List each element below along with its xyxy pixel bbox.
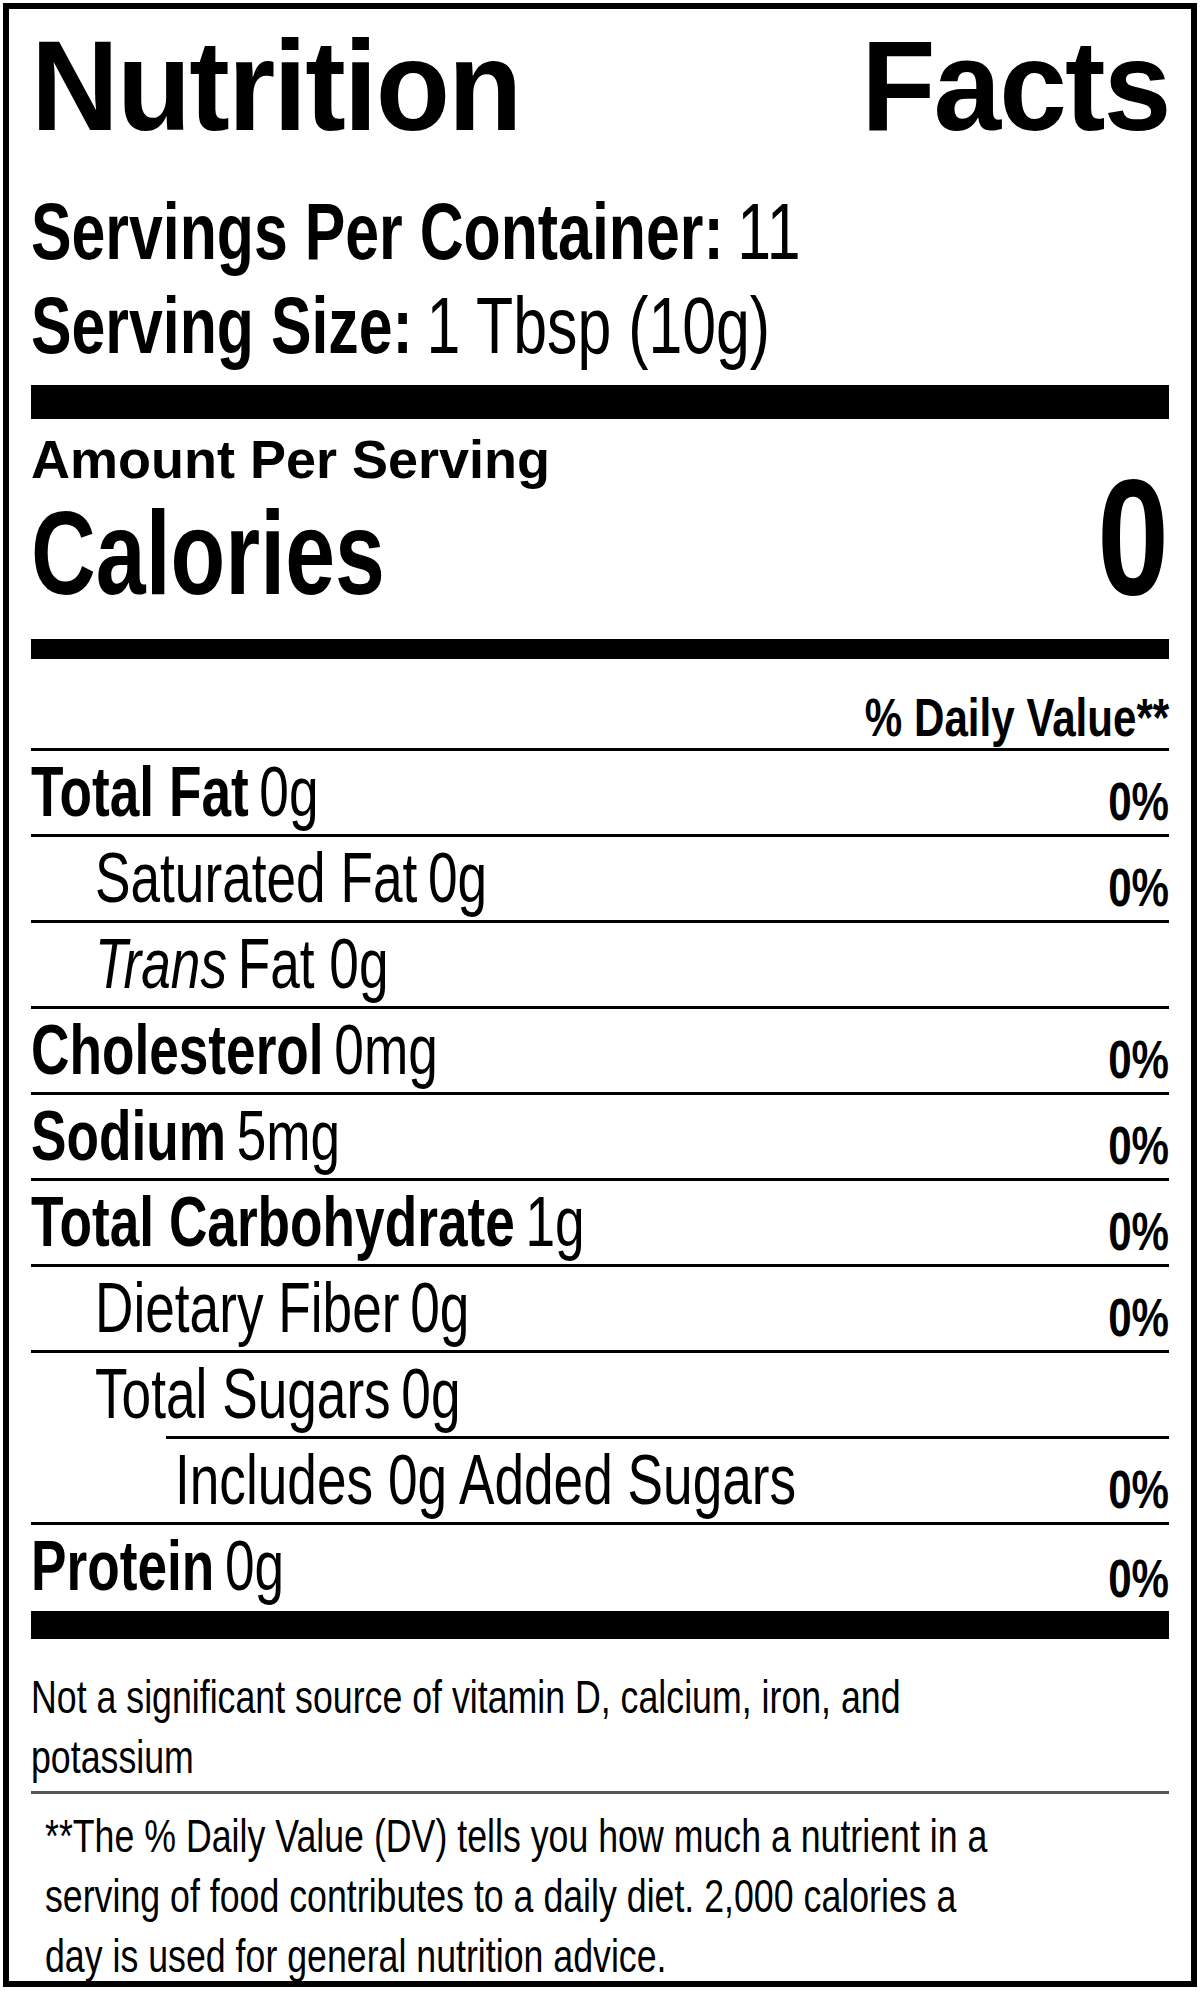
title-word-facts: Facts <box>861 31 1169 141</box>
table-row: Dietary Fiber0g 0% <box>31 1267 1169 1353</box>
nutrient-amount: 0g <box>225 1527 284 1605</box>
nutrient-amount: 0g <box>401 1355 460 1433</box>
label-title: Nutrition Facts <box>31 31 1169 141</box>
table-row: TransFat 0g <box>31 923 1169 1009</box>
table-row: Total Carbohydrate1g 0% <box>31 1181 1169 1267</box>
daily-value-header: % Daily Value** <box>865 690 1169 744</box>
nutrient-dv: 0% <box>1091 1545 1169 1611</box>
not-significant-note: Not a significant source of vitamin D, c… <box>31 1667 1169 1787</box>
serving-size-label: Serving Size: <box>31 281 413 370</box>
table-row: Saturated Fat0g 0% <box>31 837 1169 923</box>
nutrient-amount: 5mg <box>237 1097 340 1175</box>
separator-bar-thick-top <box>31 385 1169 419</box>
serving-size: Serving Size:1 Tbsp (10g) <box>31 281 1169 371</box>
nutrient-label: Protein0g <box>31 1525 364 1611</box>
table-row: Protein0g 0% <box>31 1525 1169 1611</box>
nutrient-dv: 0% <box>1091 1198 1169 1264</box>
nutrition-facts-label: Nutrition Facts Servings Per Container:1… <box>3 3 1197 1987</box>
separator-bar-thick-bottom <box>31 1611 1169 1639</box>
footnote-line-2: serving of food contributes to a daily d… <box>45 1866 956 1926</box>
nutrient-label: Total Sugars0g <box>31 1353 576 1439</box>
separator-bar-medium <box>31 639 1169 659</box>
nutrient-dv: 0% <box>1091 1112 1169 1178</box>
nutrient-label: Saturated Fat0g <box>31 837 611 920</box>
nutrient-amount: Fat 0g <box>238 925 389 1003</box>
nutrient-dv: 0% <box>1091 854 1169 920</box>
nutrient-amount: 0g <box>259 753 318 831</box>
title-word-nutrition: Nutrition <box>31 31 520 141</box>
nutrient-dv: 0% <box>1091 1284 1169 1350</box>
nutrient-amount: 0mg <box>334 1011 437 1089</box>
servings-per-container: Servings Per Container:11 <box>31 187 1169 277</box>
amount-per-serving-heading: Amount Per Serving <box>31 431 1169 487</box>
nutrient-label: Includes 0g Added Sugars <box>31 1439 992 1522</box>
footnote-line-3: day is used for general nutrition advice… <box>45 1926 666 1986</box>
table-row: Sodium5mg 0% <box>31 1095 1169 1181</box>
nutrient-dv: 0% <box>1091 768 1169 834</box>
nutrient-dv: 0% <box>1091 1026 1169 1092</box>
daily-value-header-row: % Daily Value** <box>31 659 1169 751</box>
servings-per-container-value: 11 <box>737 187 800 276</box>
nutrient-rows: Total Fat0g 0% Saturated Fat0g 0% TransFat 0… <box>31 751 1169 1611</box>
table-row: Includes 0g Added Sugars 0% <box>31 1439 1169 1525</box>
nutrient-label: TransFat 0g <box>31 923 481 1006</box>
footnote-divider <box>31 1791 1169 1794</box>
nutrient-label: Total Carbohydrate1g <box>31 1181 759 1264</box>
calories-value: 0 <box>1097 487 1169 587</box>
nutrient-label: Total Fat0g <box>31 751 409 834</box>
nutrient-amount: 0g <box>428 839 487 917</box>
servings-per-container-label: Servings Per Container: <box>31 187 724 276</box>
calories-label: Calories <box>31 503 385 603</box>
footnote-line-1: **The % Daily Value (DV) tells you how m… <box>45 1806 987 1866</box>
nutrient-label: Cholesterol0mg <box>31 1009 566 1092</box>
table-row: Total Sugars0g <box>31 1353 1169 1439</box>
not-significant-line-1: Not a significant source of vitamin D, c… <box>31 1667 901 1727</box>
nutrient-label: Sodium5mg <box>31 1095 438 1178</box>
serving-size-value: 1 Tbsp (10g) <box>426 281 770 370</box>
not-significant-line-2: potassium <box>31 1727 194 1787</box>
table-row: Cholesterol0mg 0% <box>31 1009 1169 1095</box>
table-row: Total Fat0g 0% <box>31 751 1169 837</box>
nutrient-label: Dietary Fiber0g <box>31 1267 588 1350</box>
nutrient-amount: 0g <box>410 1269 469 1347</box>
nutrient-amount: 1g <box>525 1183 584 1261</box>
nutrient-dv: 0% <box>1091 1456 1169 1522</box>
daily-value-footnote: **The % Daily Value (DV) tells you how m… <box>31 1806 1169 1986</box>
calories-row: Calories 0 <box>31 487 1169 587</box>
